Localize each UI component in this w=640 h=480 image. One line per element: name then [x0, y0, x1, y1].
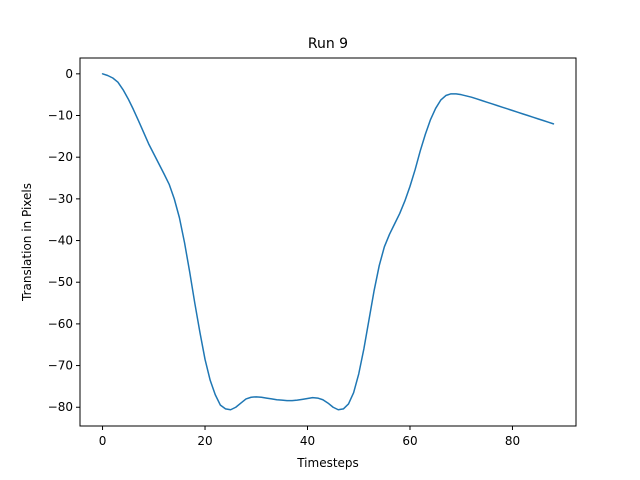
y-axis-ticks: 0 −10 −20 −30 −40 −50 −60 −70 −80 — [48, 67, 80, 414]
series-line — [101, 73, 555, 411]
plot-area — [79, 57, 577, 427]
y-tick-label: 0 — [65, 67, 73, 81]
x-tick-label: 20 — [197, 434, 212, 448]
y-tick-label: −80 — [48, 400, 73, 414]
y-tick-label: −60 — [48, 317, 73, 331]
y-tick-label: −10 — [48, 109, 73, 123]
x-tick-label: 80 — [505, 434, 520, 448]
y-tick-label: −50 — [48, 275, 73, 289]
x-tick-label: 60 — [402, 434, 417, 448]
x-tick-label: 0 — [99, 434, 107, 448]
chart-title: Run 9 — [308, 36, 348, 52]
x-axis-label: Timesteps — [296, 456, 359, 470]
y-tick-label: −30 — [48, 192, 73, 206]
y-tick-label: −70 — [48, 359, 73, 373]
x-axis-ticks: 0 20 40 60 80 — [99, 426, 520, 448]
y-axis-label: Translation in Pixels — [20, 183, 34, 302]
y-tick-label: −40 — [48, 234, 73, 248]
y-tick-label: −20 — [48, 150, 73, 164]
x-tick-label: 40 — [300, 434, 315, 448]
